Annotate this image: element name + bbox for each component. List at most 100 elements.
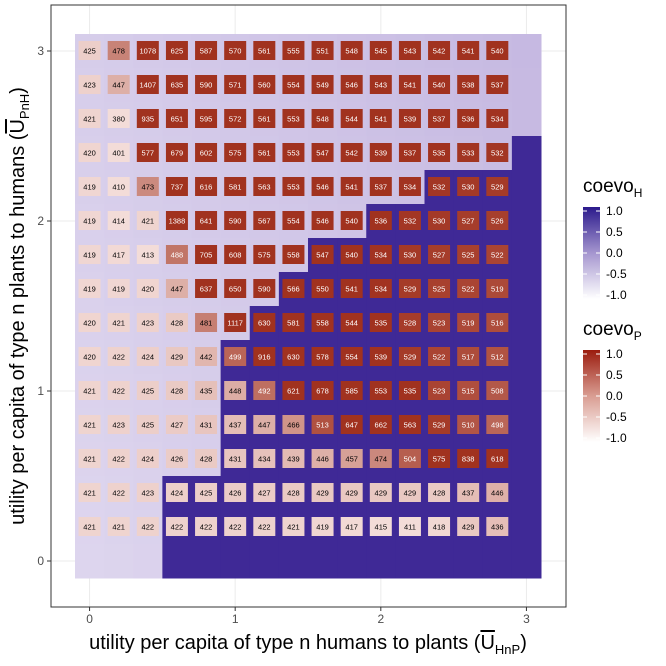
- cell-value: 558: [287, 251, 300, 260]
- cell-value: 534: [404, 183, 417, 192]
- cell: [78, 517, 101, 536]
- tile: [482, 544, 513, 579]
- cell: [107, 381, 130, 400]
- cell: [195, 177, 218, 196]
- cell-value: 420: [83, 319, 96, 328]
- cell: [253, 517, 276, 536]
- cell: [136, 279, 159, 298]
- x-axis-title-sub: HnP: [495, 642, 520, 657]
- cell-value: 529: [491, 183, 504, 192]
- legend-h-title-main: coevo: [583, 176, 634, 197]
- y-tick-label: 3: [37, 44, 44, 58]
- cell: [224, 483, 247, 502]
- cell: [398, 449, 421, 468]
- cell: [78, 109, 101, 128]
- cell-value: 425: [83, 47, 96, 56]
- cell: [195, 415, 218, 434]
- cell: [282, 313, 305, 332]
- cell: [253, 109, 276, 128]
- cell: [195, 109, 218, 128]
- cell-value: 428: [433, 489, 446, 498]
- cell: [165, 313, 188, 332]
- cell: [195, 279, 218, 298]
- tile: [511, 476, 542, 511]
- tile: [511, 306, 542, 341]
- cell-value: 616: [200, 183, 213, 192]
- legend-p-colorbar: [583, 350, 600, 442]
- cell: [78, 381, 101, 400]
- cell-value: 422: [200, 523, 213, 532]
- cell-value: 705: [200, 251, 213, 260]
- cell-value: 570: [229, 47, 242, 56]
- cell: [282, 75, 305, 94]
- cell: [340, 211, 363, 230]
- cell-value: 534: [491, 115, 504, 124]
- tile: [162, 544, 192, 579]
- cell: [369, 517, 392, 536]
- tile: [220, 544, 251, 579]
- cell-value: 533: [462, 149, 475, 158]
- cell: [311, 483, 334, 502]
- cell-value: 541: [462, 47, 475, 56]
- cell: [165, 109, 188, 128]
- cell-value: 425: [200, 489, 213, 498]
- cell-value: 566: [287, 285, 300, 294]
- cell-value: 581: [287, 319, 300, 328]
- cell: [165, 449, 188, 468]
- cell-value: 1407: [139, 81, 156, 90]
- cell: [107, 313, 130, 332]
- cell-value: 528: [404, 319, 417, 328]
- cell: [136, 211, 159, 230]
- cell: [428, 245, 451, 264]
- cell: [369, 347, 392, 366]
- cell-value: 504: [404, 455, 417, 464]
- cell: [311, 41, 334, 60]
- cell: [457, 449, 480, 468]
- cell-value: 512: [491, 353, 504, 362]
- cell: [224, 415, 247, 434]
- cell: [369, 449, 392, 468]
- cell: [311, 313, 334, 332]
- cell: [486, 109, 509, 128]
- cell-value: 527: [433, 251, 446, 260]
- cell: [369, 177, 392, 196]
- cell-value: 1388: [169, 217, 186, 226]
- tile: [511, 136, 542, 171]
- cell: [398, 109, 421, 128]
- cell-value: 428: [200, 455, 213, 464]
- cell: [457, 75, 480, 94]
- cell-value: 590: [258, 285, 271, 294]
- cell-value: 602: [200, 149, 213, 158]
- cell-value: 474: [375, 455, 388, 464]
- cell-value: 678: [316, 387, 329, 396]
- cell: [457, 211, 480, 230]
- cell-value: 581: [229, 183, 242, 192]
- cell-value: 575: [229, 149, 242, 158]
- cell-value: 428: [171, 319, 184, 328]
- cell: [340, 41, 363, 60]
- tile: [453, 544, 484, 579]
- cell-value: 429: [375, 489, 388, 498]
- cell-value: 422: [171, 523, 184, 532]
- cell-value: 539: [375, 353, 388, 362]
- cell-value: 650: [229, 285, 242, 294]
- cell-value: 625: [171, 47, 184, 56]
- cell-value: 499: [229, 353, 242, 362]
- cell: [78, 279, 101, 298]
- cell: [340, 483, 363, 502]
- cell: [311, 211, 334, 230]
- cell: [224, 279, 247, 298]
- cell: [253, 143, 276, 162]
- cell-value: 420: [83, 353, 96, 362]
- cell-value: 448: [229, 387, 242, 396]
- cell: [107, 483, 130, 502]
- cell-value: 540: [433, 81, 446, 90]
- cell-value: 539: [375, 149, 388, 158]
- y-tick-label: 1: [37, 384, 44, 398]
- legend-coevo-h: coevoH 1.0 0.5 0.0 -0.5 -1.0: [583, 176, 642, 302]
- cell: [340, 313, 363, 332]
- cell: [311, 347, 334, 366]
- legend-tick-label: 0.5: [606, 225, 623, 239]
- cell-value: 1117: [227, 319, 243, 328]
- cell: [224, 381, 247, 400]
